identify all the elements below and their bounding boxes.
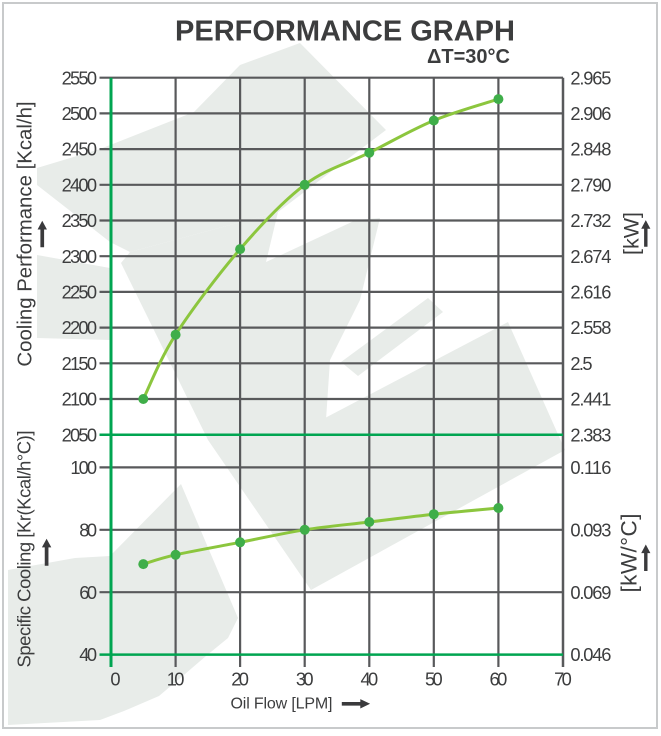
svg-text:100: 100 — [70, 457, 97, 478]
svg-text:2250: 2250 — [62, 282, 97, 303]
svg-text:Oil Flow [LPM]: Oil Flow [LPM] — [231, 696, 333, 713]
svg-text:2.965: 2.965 — [570, 67, 611, 88]
svg-text:0.069: 0.069 — [570, 582, 611, 603]
svg-text:2050: 2050 — [62, 424, 97, 445]
svg-text:[kW/°C]: [kW/°C] — [617, 514, 642, 593]
svg-text:80: 80 — [79, 519, 97, 540]
svg-text:2.848: 2.848 — [570, 139, 611, 160]
svg-text:60: 60 — [79, 582, 97, 603]
svg-text:2.906: 2.906 — [570, 103, 611, 124]
svg-text:Cooling Performance [Kcal/h]: Cooling Performance [Kcal/h] — [15, 101, 37, 366]
svg-text:2300: 2300 — [62, 246, 97, 267]
svg-text:2.732: 2.732 — [570, 210, 611, 231]
svg-text:2.558: 2.558 — [570, 317, 611, 338]
svg-text:[kW]: [kW] — [619, 212, 643, 255]
svg-text:2500: 2500 — [62, 103, 97, 124]
svg-text:Specific Cooling [Kr(Kcal/h°C): Specific Cooling [Kr(Kcal/h°C)] — [14, 431, 35, 668]
svg-text:2.383: 2.383 — [570, 424, 611, 445]
svg-text:PERFORMANCE GRAPH: PERFORMANCE GRAPH — [175, 15, 515, 47]
svg-text:2.5: 2.5 — [570, 353, 592, 374]
svg-text:2400: 2400 — [62, 174, 97, 195]
svg-text:40: 40 — [360, 669, 378, 690]
svg-text:2.674: 2.674 — [570, 246, 611, 267]
svg-text:20: 20 — [231, 669, 249, 690]
svg-text:2150: 2150 — [62, 353, 97, 374]
svg-text:2.441: 2.441 — [570, 389, 611, 410]
svg-text:0.046: 0.046 — [570, 644, 611, 665]
svg-text:40: 40 — [79, 644, 97, 665]
svg-text:2200: 2200 — [62, 317, 97, 338]
svg-text:50: 50 — [425, 669, 443, 690]
svg-text:70: 70 — [554, 669, 572, 690]
svg-text:10: 10 — [167, 669, 185, 690]
svg-text:60: 60 — [490, 669, 508, 690]
svg-text:2450: 2450 — [62, 139, 97, 160]
svg-text:0: 0 — [110, 669, 120, 690]
svg-text:2100: 2100 — [62, 389, 97, 410]
svg-text:ΔT=30°C: ΔT=30°C — [427, 46, 510, 68]
svg-text:2.616: 2.616 — [570, 282, 611, 303]
svg-text:2.790: 2.790 — [570, 174, 611, 195]
svg-text:0.093: 0.093 — [570, 519, 611, 540]
svg-text:2350: 2350 — [62, 210, 97, 231]
svg-text:0.116: 0.116 — [570, 457, 611, 478]
svg-text:2550: 2550 — [62, 67, 97, 88]
svg-text:30: 30 — [296, 669, 314, 690]
